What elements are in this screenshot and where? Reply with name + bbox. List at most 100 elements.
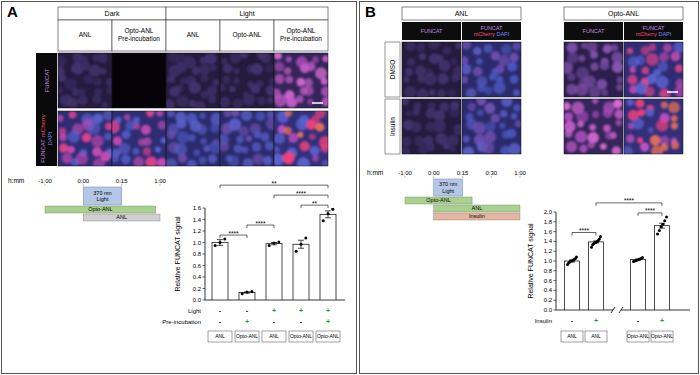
column-label: Opto-ANLPre-incubation [118,27,160,41]
micrograph-frame [166,111,220,166]
cell [296,95,304,103]
cell [513,89,520,96]
panel-label: A [7,3,18,20]
treatment-label: Opto-ANL [426,197,450,203]
category-box [627,331,649,342]
channel-name: DAPI [658,31,671,37]
condition-label: Insulin [535,318,552,324]
group-label: Light [239,10,254,18]
cell [312,155,319,162]
treatment-bar [405,197,472,204]
cell [616,84,623,91]
cell [267,97,274,104]
cell [424,73,437,86]
condition-value: - [273,318,276,325]
cell [229,86,236,93]
micrograph-bg [220,53,274,108]
cell [402,136,412,146]
y-tick [554,212,557,213]
cell [637,137,643,143]
cell [455,42,461,49]
cell [195,101,206,108]
cell [58,87,64,93]
micrograph-frame [462,42,521,97]
time-tick-label: 0:15 [457,170,469,176]
cell [463,135,470,142]
cell [176,85,184,93]
cell [449,146,455,152]
cell [612,61,623,73]
axis-break [619,307,623,313]
significance-label: ** [271,180,277,187]
cells [220,111,274,166]
micrograph [166,111,220,166]
cell [575,131,587,143]
cell [105,122,112,130]
cell [223,76,230,83]
micrograph [112,53,166,108]
cell [221,58,227,64]
cell [564,102,570,110]
group-header [564,7,683,20]
cell [121,154,131,164]
cell [579,55,586,62]
cell [589,124,596,131]
cell [89,64,101,76]
cells [166,53,220,108]
cell [404,86,416,97]
cells [462,42,521,97]
light-pulse [83,187,121,205]
cell [626,134,635,143]
y-tick-label: 0.0 [544,307,553,313]
y-tick [203,242,206,243]
row-header [385,99,400,154]
bar [293,244,309,300]
cell [265,141,274,150]
cell [624,146,633,154]
cells [624,99,680,154]
category-box [262,331,286,342]
cell [646,53,659,66]
row-header [385,42,400,97]
channel-name: FUNCAT [643,25,666,31]
data-point [295,250,298,253]
cell [449,107,460,118]
y-tick [554,270,557,271]
cell [166,158,177,166]
cell [597,79,608,90]
condition-value: - [219,307,222,314]
cell [489,73,496,80]
condition-value: - [246,307,249,314]
cell [402,99,409,105]
cell [567,73,575,81]
cell [447,134,459,146]
micrograph-frame [220,111,274,166]
time-tick-label: 0:00 [77,178,89,184]
cells [462,99,521,154]
row-label-bg [36,53,57,166]
data-point [223,238,226,241]
y-tick [554,241,557,242]
data-point [656,233,659,236]
cell [638,109,645,116]
cell [567,52,578,63]
cell [239,126,249,136]
channel-name: mCherry [636,31,657,37]
cell [208,95,216,103]
cell [167,111,175,117]
channel-name: DAPI [496,31,509,37]
cell [508,143,521,154]
cell [645,108,654,117]
condition-value: + [245,318,249,325]
bar [589,242,604,310]
cells [627,42,683,97]
cell [303,85,313,95]
cell [241,146,248,153]
cell [587,42,598,52]
cell [451,58,458,65]
cell [207,85,218,96]
cell [414,102,421,109]
cell [297,132,303,138]
cell [671,122,678,129]
micrograph-frame [402,42,461,97]
